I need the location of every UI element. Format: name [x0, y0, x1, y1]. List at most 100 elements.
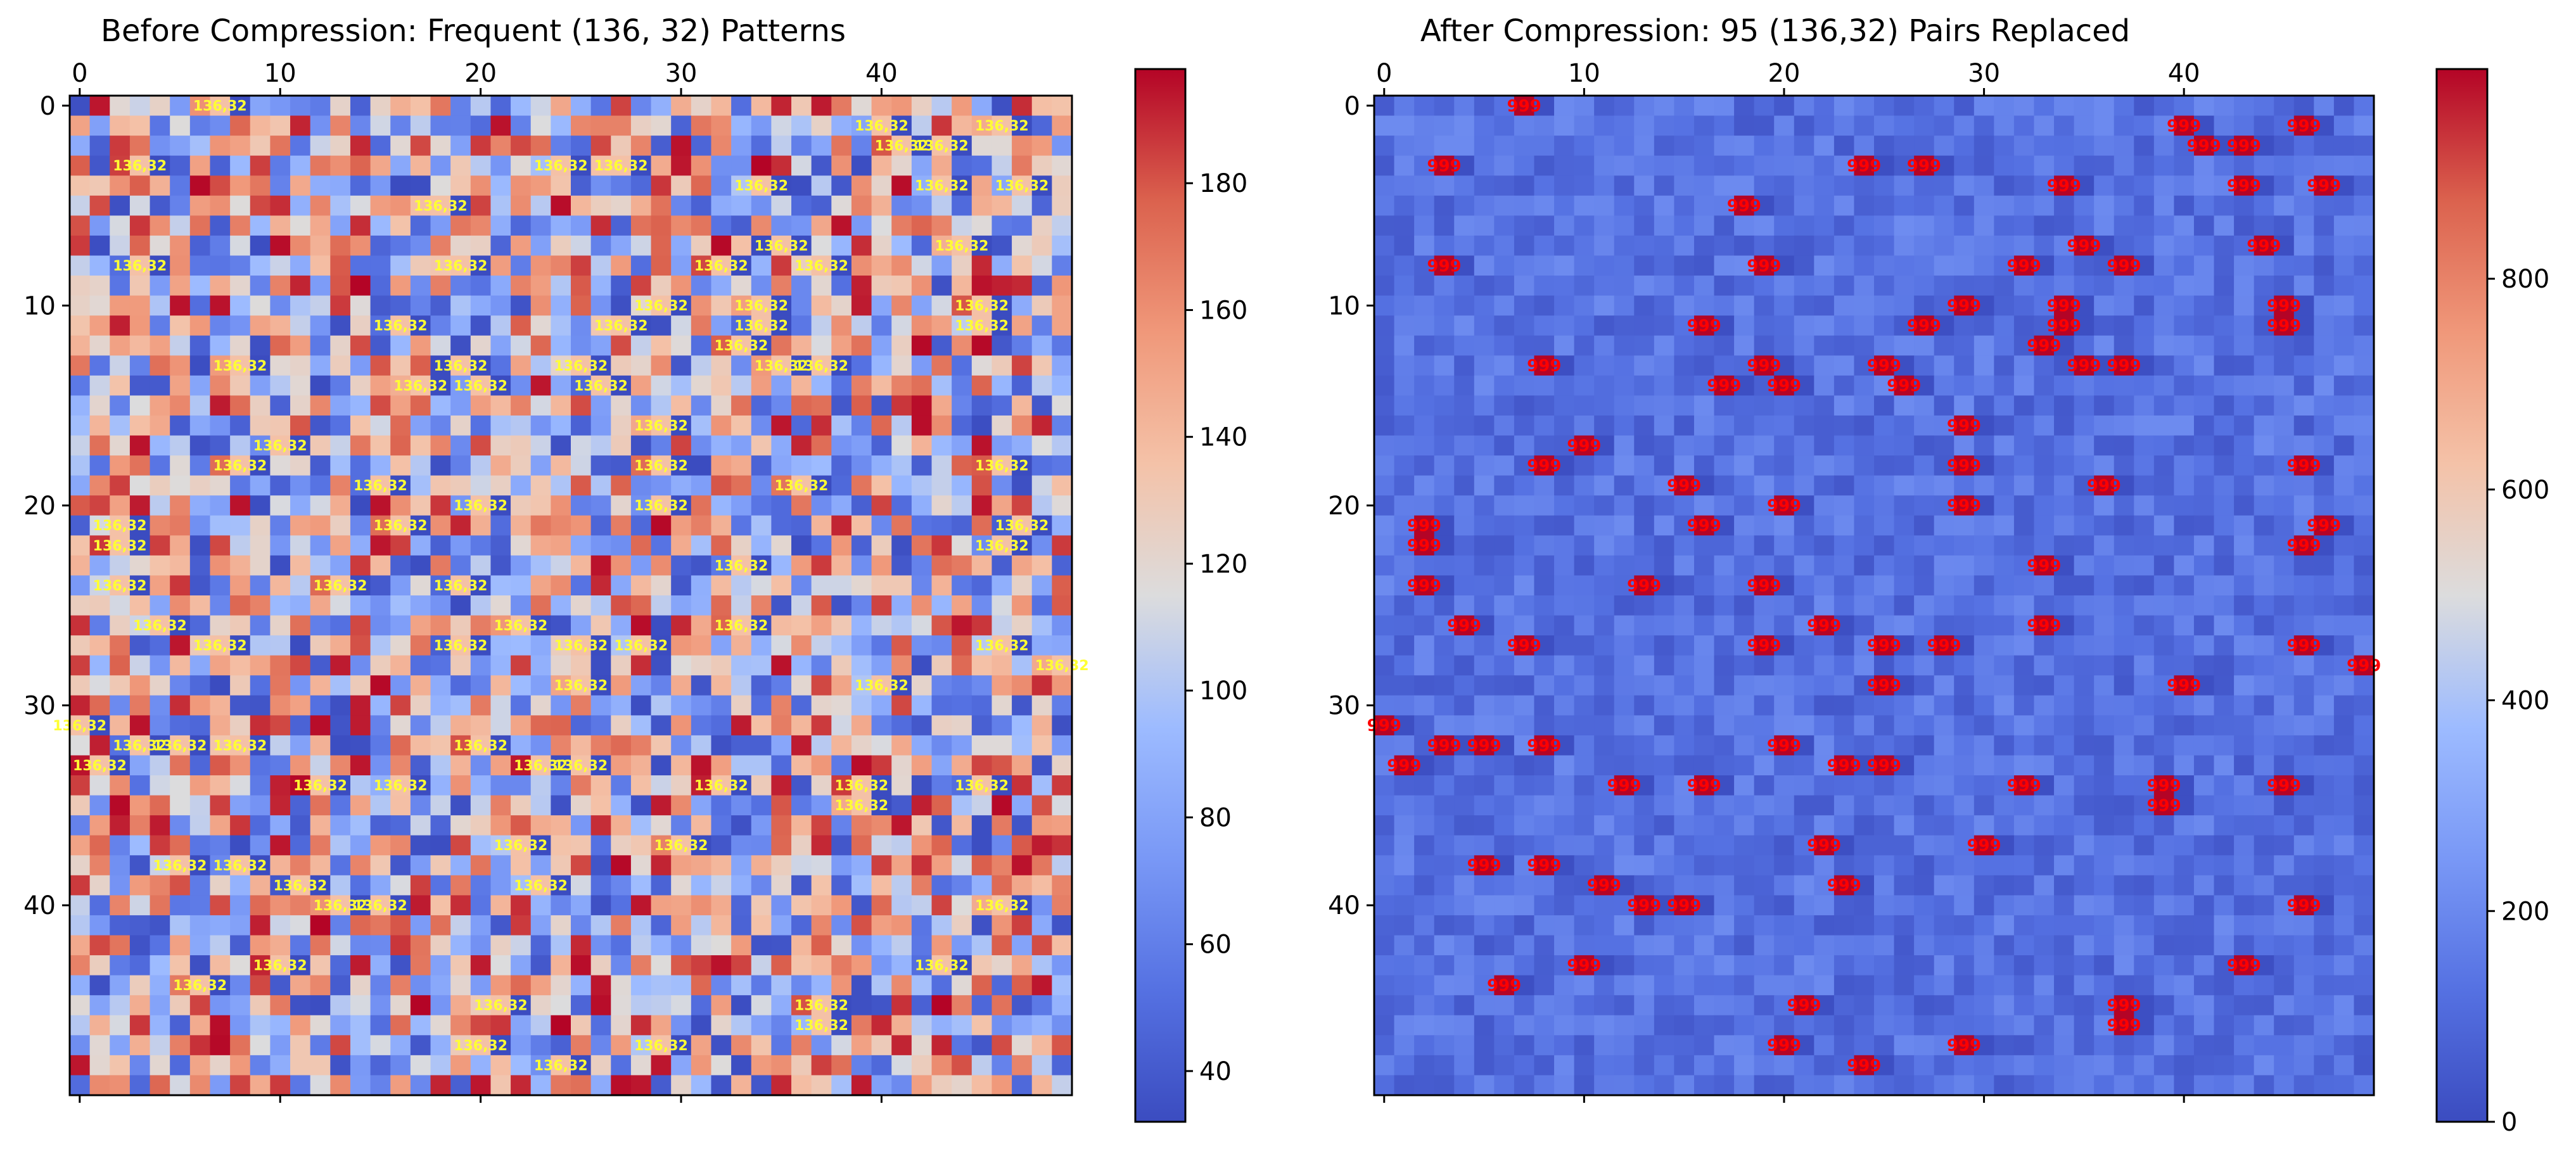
heatmap-cell — [851, 575, 872, 596]
heatmap-cell — [1614, 215, 1635, 236]
heatmap-cell — [630, 335, 652, 356]
heatmap-cell — [1774, 355, 1795, 376]
heatmap-cell — [1714, 136, 1735, 156]
heatmap-cell — [330, 975, 351, 996]
heatmap-cell — [1934, 735, 1954, 756]
heatmap-cell — [671, 1015, 692, 1036]
heatmap-cell — [811, 975, 832, 996]
heatmap-cell — [1434, 136, 1455, 156]
heatmap-cell — [751, 915, 772, 936]
cell-annotation: 136,32 — [694, 778, 748, 794]
heatmap-cell — [2214, 935, 2235, 956]
heatmap-cell — [410, 395, 431, 416]
heatmap-cell — [110, 615, 131, 636]
heatmap-cell — [630, 715, 652, 736]
heatmap-cell — [590, 115, 611, 136]
heatmap-cell — [430, 495, 451, 516]
heatmap-cell — [811, 1055, 832, 1076]
heatmap-cell — [1674, 955, 1695, 976]
heatmap-cell — [2054, 115, 2075, 136]
heatmap-cell — [2013, 295, 2035, 316]
heatmap-cell — [110, 515, 131, 536]
heatmap-cell — [1833, 215, 1855, 236]
heatmap-cell — [1052, 915, 1073, 936]
heatmap-cell — [1954, 855, 1975, 876]
heatmap-cell — [2174, 595, 2195, 616]
heatmap-cell — [1012, 115, 1033, 136]
heatmap-cell — [2333, 735, 2355, 756]
heatmap-cell — [250, 115, 271, 136]
heatmap-cell — [2013, 655, 2035, 676]
heatmap-cell — [630, 495, 652, 516]
heatmap-cell — [2274, 635, 2295, 656]
heatmap-cell — [1693, 995, 1715, 1016]
heatmap-cell — [1874, 375, 1895, 396]
heatmap-cell — [1514, 355, 1535, 376]
heatmap-cell — [831, 755, 852, 776]
heatmap-cell — [1814, 955, 1835, 976]
heatmap-cell — [470, 655, 492, 676]
heatmap-cell — [1854, 535, 1875, 556]
heatmap-cell — [651, 415, 672, 436]
heatmap-cell — [1514, 415, 1535, 436]
heatmap-cell — [571, 195, 592, 216]
heatmap-cell — [2234, 115, 2255, 136]
heatmap-cell — [1814, 935, 1835, 956]
heatmap-cell — [1634, 635, 1655, 656]
heatmap-cell — [1394, 915, 1415, 936]
heatmap-cell — [1494, 975, 1515, 996]
heatmap-cell — [1594, 995, 1615, 1016]
heatmap-cell — [1774, 935, 1795, 956]
heatmap-cell — [871, 535, 892, 556]
heatmap-cell — [1474, 795, 1495, 816]
heatmap-cell — [971, 96, 993, 117]
heatmap-cell — [1534, 775, 1555, 796]
heatmap-cell — [370, 395, 391, 416]
heatmap-cell — [1414, 855, 1435, 876]
heatmap-cell — [470, 96, 492, 117]
heatmap-cell — [1012, 455, 1033, 476]
heatmap-cell — [1454, 495, 1475, 516]
heatmap-cell — [630, 555, 652, 576]
heatmap-cell — [2153, 535, 2174, 556]
heatmap-cell — [1574, 1015, 1595, 1036]
heatmap-cell — [1854, 1015, 1875, 1036]
heatmap-cell — [1894, 615, 1915, 636]
heatmap-cell — [1434, 495, 1455, 516]
heatmap-cell — [1374, 975, 1395, 996]
heatmap-cell — [1734, 795, 1755, 816]
heatmap-cell — [771, 615, 792, 636]
heatmap-cell — [952, 435, 972, 456]
heatmap-cell — [470, 635, 492, 656]
heatmap-cell — [590, 955, 611, 976]
heatmap-cell — [350, 835, 371, 856]
heatmap-cell — [1674, 475, 1695, 496]
heatmap-cell — [470, 315, 492, 336]
heatmap-cell — [2094, 335, 2115, 356]
heatmap-cell — [1994, 335, 2015, 356]
heatmap-cell — [1434, 175, 1455, 196]
heatmap-cell — [931, 575, 952, 596]
heatmap-cell — [129, 375, 151, 396]
heatmap-cell — [931, 535, 952, 556]
heatmap-cell — [1052, 235, 1073, 257]
heatmap-cell — [1031, 875, 1052, 896]
heatmap-cell — [1774, 835, 1795, 856]
heatmap-cell — [370, 655, 391, 676]
heatmap-cell — [450, 575, 471, 596]
heatmap-cell — [791, 1015, 812, 1036]
heatmap-cell — [1474, 475, 1495, 496]
heatmap-cell — [210, 695, 231, 716]
heatmap-cell — [731, 775, 752, 796]
heatmap-cell — [1754, 515, 1775, 536]
heatmap-cell — [911, 295, 933, 316]
heatmap-cell — [189, 555, 211, 576]
heatmap-cell — [1614, 155, 1635, 176]
heatmap-cell — [711, 995, 732, 1016]
heatmap-cell — [911, 255, 933, 276]
heatmap-cell — [2333, 835, 2355, 856]
heatmap-cell — [1674, 155, 1695, 176]
heatmap-cell — [1854, 375, 1875, 396]
heatmap-cell — [1894, 96, 1915, 117]
heatmap-cell — [1954, 276, 1975, 296]
